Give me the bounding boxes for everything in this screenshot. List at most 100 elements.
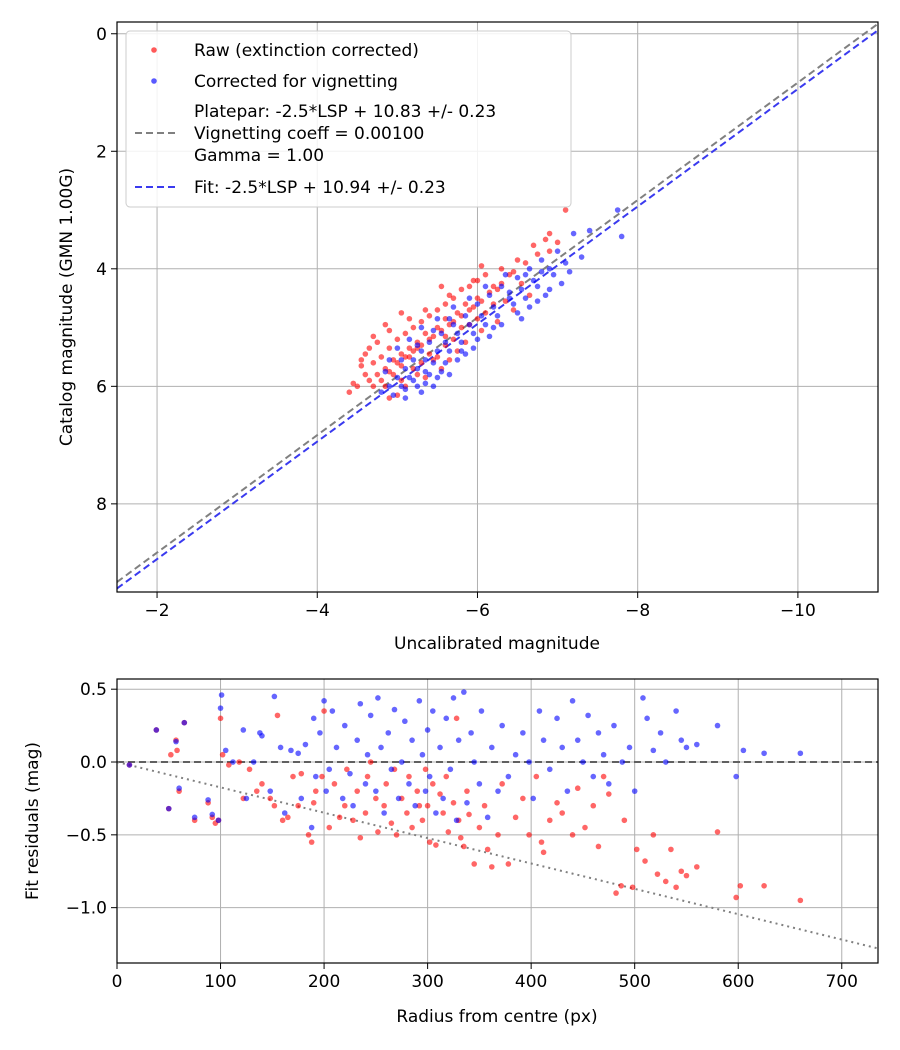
raw-point <box>629 884 636 891</box>
x-tick-label: 0 <box>112 972 123 992</box>
corrected-point <box>466 295 473 301</box>
raw-point <box>406 354 413 360</box>
raw-point <box>466 811 472 818</box>
corrected-point <box>394 374 401 381</box>
raw-point <box>422 766 429 773</box>
corrected-point <box>339 795 346 802</box>
raw-point <box>382 383 389 390</box>
corrected-point <box>461 689 467 695</box>
raw-point <box>476 824 483 831</box>
chart2-points <box>126 689 804 904</box>
corrected-point <box>644 715 650 722</box>
raw-point <box>442 333 449 340</box>
legend-platepar-line2: Vignetting coeff = 0.00100 <box>194 124 424 144</box>
raw-point <box>378 354 385 360</box>
fit-line-vignetting-model <box>117 761 878 950</box>
raw-point <box>433 842 439 848</box>
corrected-point <box>514 274 521 281</box>
raw-point <box>354 383 361 390</box>
corrected-point <box>453 817 460 824</box>
corrected-point <box>640 695 646 701</box>
corrected-point <box>506 289 513 296</box>
raw-point <box>562 207 569 213</box>
corrected-point <box>797 750 804 757</box>
corrected-point <box>364 751 371 758</box>
corrected-point <box>312 773 319 780</box>
raw-point <box>402 330 409 337</box>
corrected-point <box>462 351 469 357</box>
raw-point <box>398 377 405 384</box>
raw-point <box>654 871 661 877</box>
y-tick-label: 4 <box>96 260 107 280</box>
corrected-point <box>510 301 517 307</box>
corrected-point <box>554 715 560 722</box>
raw-point <box>502 298 509 304</box>
corrected-point <box>462 313 469 319</box>
corrected-point <box>240 727 247 733</box>
corrected-point <box>673 708 679 714</box>
corrected-point <box>482 283 489 290</box>
raw-point <box>474 315 481 322</box>
corrected-point <box>474 336 481 343</box>
raw-point <box>373 795 379 802</box>
corrected-point <box>388 766 395 773</box>
raw-point <box>490 283 497 290</box>
corrected-point <box>173 738 179 745</box>
raw-point <box>267 795 274 802</box>
raw-point <box>446 357 453 363</box>
raw-point <box>478 298 485 304</box>
corrected-point <box>222 747 229 754</box>
corrected-point <box>468 730 474 736</box>
corrected-point <box>585 712 591 719</box>
raw-point <box>393 832 400 838</box>
corrected-point <box>512 751 519 758</box>
raw-point <box>470 304 477 310</box>
corrected-point <box>418 348 425 354</box>
corrected-point <box>381 810 387 816</box>
corrected-point <box>631 788 638 794</box>
raw-point <box>358 357 365 363</box>
chart1-y-label: Catalog magnitude (GMN 1.00G) <box>57 168 77 446</box>
legend-corrected-marker <box>151 78 157 84</box>
corrected-point <box>626 744 633 751</box>
raw-point <box>484 846 491 853</box>
raw-point <box>618 883 625 889</box>
corrected-point <box>326 766 333 773</box>
corrected-point <box>574 737 581 743</box>
corrected-point <box>476 781 483 787</box>
corrected-point <box>418 389 425 396</box>
raw-point <box>590 802 597 809</box>
corrected-point <box>209 811 216 818</box>
corrected-point <box>367 712 374 719</box>
y-tick-label: −0.5 <box>66 826 107 846</box>
raw-point <box>219 751 226 758</box>
raw-point <box>404 810 410 816</box>
corrected-point <box>426 371 433 378</box>
corrected-point <box>295 750 301 757</box>
raw-point <box>443 773 450 780</box>
x-tick-label: −2 <box>145 601 170 621</box>
chart1-points <box>346 207 625 401</box>
raw-point <box>462 339 469 346</box>
raw-point <box>471 861 478 867</box>
corrected-point <box>446 371 453 378</box>
corrected-point <box>402 365 409 372</box>
corrected-point <box>422 788 429 794</box>
raw-point <box>494 286 501 293</box>
raw-point <box>482 271 489 278</box>
corrected-point <box>546 266 553 272</box>
raw-point <box>442 315 449 322</box>
x-tick-label: −8 <box>625 601 650 621</box>
raw-point <box>362 371 369 378</box>
raw-point <box>489 864 495 870</box>
y-tick-label: 6 <box>96 377 107 397</box>
x-tick-label: −10 <box>780 601 816 621</box>
corrected-point <box>490 304 497 310</box>
raw-point <box>505 861 512 867</box>
corrected-point <box>308 824 315 831</box>
corrected-point <box>526 759 532 765</box>
corrected-point <box>271 693 278 700</box>
raw-point <box>383 781 389 787</box>
corrected-point <box>375 695 381 701</box>
x-tick-label: 200 <box>308 972 340 992</box>
